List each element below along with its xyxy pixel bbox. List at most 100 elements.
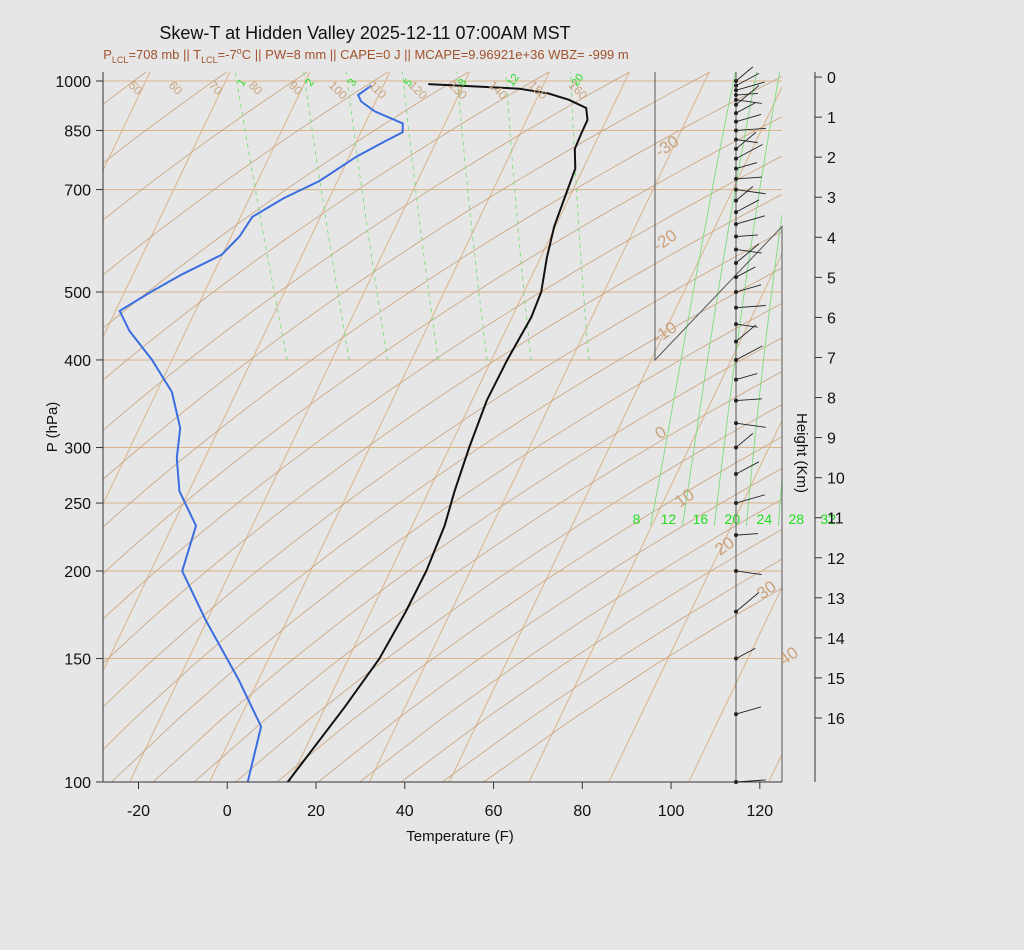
mixing-ratio-label: 1 (235, 77, 248, 89)
dewpoint-line (118, 84, 404, 782)
height-tick-label: 8 (827, 391, 836, 408)
wind-barb (735, 144, 763, 159)
tlcl-symbol: T (193, 47, 201, 62)
height-tick-label: 11 (827, 511, 844, 528)
isotherm-line (528, 252, 782, 782)
height-tick-label: 9 (827, 431, 836, 448)
x-tick-label: 20 (307, 803, 325, 820)
x-tick-label: 60 (485, 803, 503, 820)
wind-barb (735, 93, 758, 96)
mixing-ratio-label: 8 (456, 77, 469, 89)
isotherm-line (608, 419, 782, 782)
mixing-ratio-label: 5 (402, 77, 415, 89)
plot-area (103, 72, 888, 782)
dry-adiabat (103, 72, 308, 221)
moist-adiabat-label: 28 (788, 511, 804, 527)
dry-adiabat (103, 72, 711, 480)
isotherm-line (103, 72, 311, 506)
wind-barb (735, 345, 763, 361)
wind-barb (735, 324, 757, 342)
mixing-ratio-line (505, 72, 532, 361)
moist-adiabat (745, 212, 782, 526)
wind-barb (735, 72, 760, 86)
tlcl-value: =-7 (218, 47, 237, 62)
wind-barb (735, 433, 754, 448)
height-tick-label: 13 (827, 591, 845, 608)
wind-barb (735, 284, 762, 293)
y-tick-label: 100 (64, 775, 91, 792)
y-tick-label: 150 (64, 652, 91, 669)
moist-adiabat-label: 20 (725, 511, 741, 527)
y-axis-label: P (hPa) (44, 402, 61, 453)
dry-adiabat (276, 436, 782, 782)
height-tick-label: 4 (827, 230, 836, 247)
isotherm-line (209, 72, 550, 782)
height-tick-label: 2 (827, 150, 836, 167)
moist-adiabat-label: 16 (693, 511, 709, 527)
x-tick-label: 80 (573, 803, 591, 820)
wind-barb (735, 186, 754, 202)
wind-barb (735, 199, 760, 213)
wind-barb (735, 102, 756, 114)
chart-subtitle: PLCL=708 mb || TLCL=-7oC || PW=8 mm || C… (103, 46, 628, 65)
wind-barb (735, 533, 758, 536)
y-tick-label: 850 (64, 123, 91, 140)
mixing-ratio-line (401, 72, 439, 361)
wind-barb (735, 647, 756, 659)
x-tick-label: 100 (658, 803, 685, 820)
mixing-ratio-line (456, 72, 488, 361)
dry-adiabat (193, 371, 782, 782)
height-tick-label: 16 (827, 711, 845, 728)
chart-marks: -20 0 20 40 60 80 100 1201000850700500400300250… (55, 66, 888, 820)
wind-barb (735, 234, 758, 237)
wind-barb (735, 114, 762, 123)
wind-barb (735, 189, 766, 195)
wind-barb (735, 243, 760, 264)
wind-barb (735, 127, 766, 131)
mixing-ratio-line (345, 72, 388, 361)
moist-adiabat (650, 72, 736, 526)
y-tick-label: 250 (64, 496, 91, 513)
wind-barb (735, 139, 758, 144)
dry-adiabat (152, 337, 782, 782)
dry-adiabat (103, 267, 782, 751)
isotherm-line (103, 72, 231, 339)
y-tick-label: 700 (64, 183, 91, 200)
moist-adiabat-label: 12 (661, 511, 677, 527)
moist-adiabat (681, 72, 758, 526)
wind-barb (735, 461, 760, 475)
wind-barb (735, 99, 762, 104)
height-tick-label: 7 (827, 350, 836, 367)
height-tick-label: 5 (827, 270, 836, 287)
moist-adiabat-label: 32 (820, 511, 836, 527)
moist-adiabat-label: 8 (633, 511, 641, 527)
wind-barb (735, 249, 762, 254)
wind-barb (735, 373, 758, 381)
x-tick-label: 0 (223, 803, 232, 820)
dry-adiabat (318, 467, 782, 782)
height-tick-label: 15 (827, 671, 845, 688)
isotherm-line (688, 586, 782, 782)
temperature-line (286, 83, 589, 782)
dry-adiabat (103, 72, 550, 381)
y-tick-label: 500 (64, 285, 91, 302)
plcl-value: =708 mb || (128, 47, 193, 62)
subtitle-rest: C || PW=8 mm || CAPE=0 J || MCAPE=9.9692… (242, 47, 629, 62)
y-tick-label: 400 (64, 353, 91, 370)
moist-adiabat (842, 72, 888, 526)
isotherm-line (129, 72, 471, 782)
x-tick-label: 120 (746, 803, 773, 820)
height-tick-label: 12 (827, 551, 845, 568)
tlcl-subscript: LCL (201, 55, 218, 65)
mixing-ratio-line (570, 72, 590, 361)
height-axis-label: Height (Km) (793, 413, 810, 493)
height-tick-label: 3 (827, 190, 836, 207)
moist-adiabat (713, 72, 781, 526)
dry-adiabat (103, 155, 782, 620)
mixing-ratio-label: 2 (304, 77, 317, 89)
wind-barb (735, 592, 760, 612)
isotherm-line (103, 72, 391, 672)
plot-boundary (654, 72, 783, 782)
